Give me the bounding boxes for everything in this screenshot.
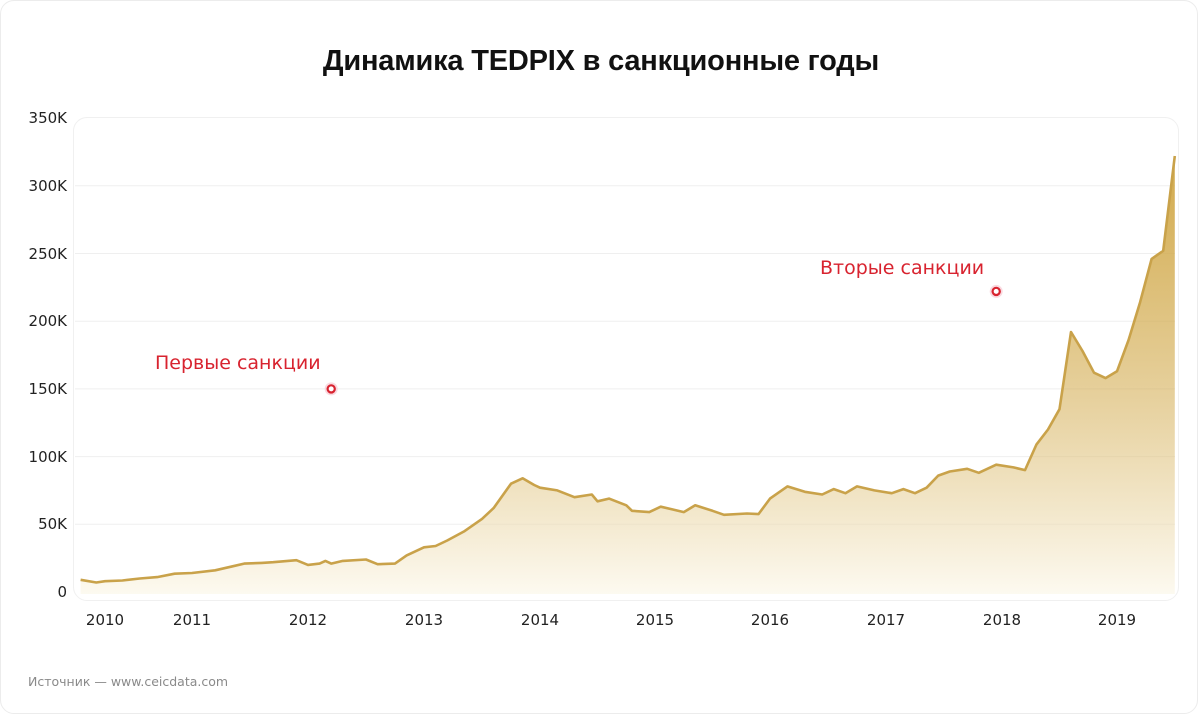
annotation-marker-2 (989, 284, 1003, 461)
annotation-first-sanctions: Первые санкции (155, 352, 321, 374)
gridlines (75, 185, 1175, 525)
source-note: Источник — www.ceicdata.com (28, 674, 229, 689)
y-tick-label: 50K (38, 515, 67, 534)
x-tick-label: 2018 (982, 611, 1022, 629)
chart-title: Динамика TEDPIX в санкционные годы (322, 45, 880, 77)
x-tick-label: 2013 (404, 611, 444, 629)
tedpix-line (80, 155, 1177, 584)
annotation-second-sanctions: Вторые санкции (820, 257, 985, 279)
x-tick-label: 2014 (520, 611, 560, 629)
x-tick-label: 2012 (288, 611, 328, 629)
y-tick-label: 350K (28, 109, 67, 128)
x-tick-label: 2015 (635, 611, 675, 629)
y-tick-label: 100K (28, 447, 67, 466)
y-tick-label: 250K (28, 244, 67, 263)
annotation-marker-1 (324, 382, 338, 560)
x-tick-label: 2011 (172, 611, 212, 629)
y-tick-label: 300K (28, 176, 67, 195)
x-tick-label: 2017 (866, 611, 906, 629)
x-tick-label: 2010 (85, 611, 125, 629)
y-tick-label: 0 (57, 583, 67, 601)
y-tick-label: 150K (28, 379, 67, 398)
x-tick-label: 2019 (1097, 611, 1137, 629)
x-tick-label: 2016 (750, 611, 790, 629)
tedpix-area (80, 156, 1175, 594)
y-tick-label: 200K (28, 312, 67, 331)
